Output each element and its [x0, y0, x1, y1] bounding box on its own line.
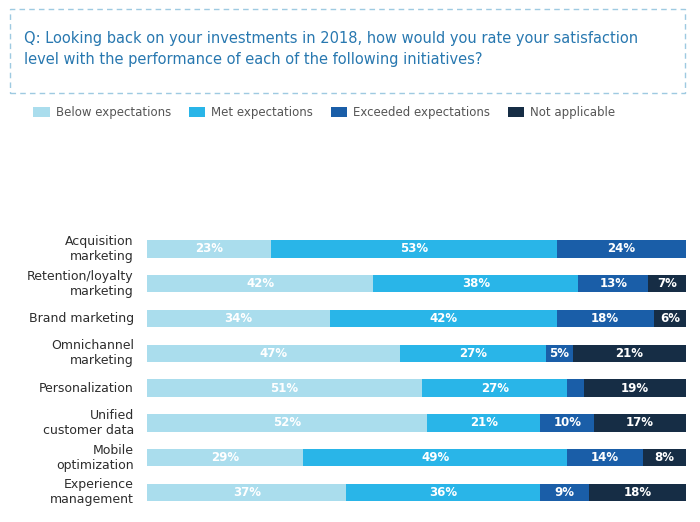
Bar: [147, 310, 330, 327]
Bar: [147, 240, 271, 257]
Text: 21%: 21%: [615, 347, 643, 360]
Text: 18%: 18%: [624, 486, 652, 499]
Text: 38%: 38%: [462, 277, 490, 290]
Bar: [422, 379, 568, 397]
Bar: [556, 240, 686, 257]
Bar: [654, 310, 686, 327]
Bar: [584, 379, 686, 397]
Bar: [147, 345, 400, 362]
Text: 42%: 42%: [246, 277, 274, 290]
Text: Q: Looking back on your investments in 2018, how would you rate your satisfactio: Q: Looking back on your investments in 2…: [24, 31, 638, 67]
Text: 34%: 34%: [225, 312, 253, 325]
Bar: [147, 379, 422, 397]
Bar: [346, 484, 540, 501]
Bar: [147, 484, 346, 501]
Bar: [147, 414, 427, 432]
Bar: [540, 484, 589, 501]
Bar: [594, 414, 686, 432]
Bar: [427, 414, 540, 432]
Text: 14%: 14%: [591, 451, 620, 464]
Text: 51%: 51%: [270, 382, 298, 395]
Bar: [556, 310, 654, 327]
Bar: [573, 345, 686, 362]
Bar: [303, 449, 568, 466]
Text: 37%: 37%: [232, 486, 260, 499]
Text: 47%: 47%: [260, 347, 288, 360]
Bar: [147, 449, 303, 466]
Text: 42%: 42%: [429, 312, 458, 325]
Text: 9%: 9%: [554, 486, 575, 499]
Bar: [373, 275, 578, 292]
Text: 52%: 52%: [273, 417, 301, 429]
Bar: [648, 275, 686, 292]
Bar: [147, 275, 373, 292]
Bar: [540, 414, 594, 432]
Bar: [568, 379, 584, 397]
Text: 13%: 13%: [599, 277, 627, 290]
Text: 7%: 7%: [657, 277, 677, 290]
Bar: [578, 275, 648, 292]
Text: 36%: 36%: [429, 486, 458, 499]
Text: 27%: 27%: [481, 382, 509, 395]
Text: 27%: 27%: [459, 347, 487, 360]
Bar: [568, 449, 643, 466]
Legend: Below expectations, Met expectations, Exceeded expectations, Not applicable: Below expectations, Met expectations, Ex…: [34, 106, 615, 118]
Text: 17%: 17%: [626, 417, 654, 429]
Text: 19%: 19%: [621, 382, 649, 395]
Text: 18%: 18%: [591, 312, 620, 325]
Bar: [546, 345, 573, 362]
Bar: [400, 345, 546, 362]
Text: 10%: 10%: [554, 417, 582, 429]
Text: 21%: 21%: [470, 417, 498, 429]
Text: 8%: 8%: [654, 451, 674, 464]
Bar: [589, 484, 686, 501]
Bar: [643, 449, 686, 466]
Text: 23%: 23%: [195, 242, 223, 255]
Text: 24%: 24%: [608, 242, 636, 255]
Bar: [330, 310, 556, 327]
Text: 6%: 6%: [660, 312, 680, 325]
Text: 5%: 5%: [550, 347, 569, 360]
Text: 29%: 29%: [211, 451, 239, 464]
Text: 53%: 53%: [400, 242, 428, 255]
Bar: [271, 240, 556, 257]
Text: 49%: 49%: [421, 451, 449, 464]
